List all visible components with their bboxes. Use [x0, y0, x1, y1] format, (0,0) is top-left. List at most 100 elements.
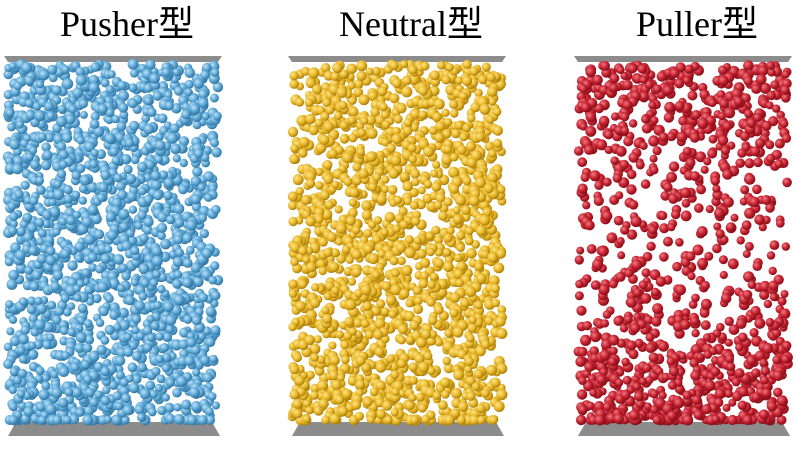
particle — [619, 324, 629, 333]
particle — [61, 65, 70, 74]
particle — [90, 62, 101, 72]
particle — [666, 171, 677, 183]
particle — [659, 252, 669, 262]
particle — [441, 108, 450, 117]
particle — [8, 402, 18, 412]
particle — [481, 62, 491, 72]
particle — [646, 241, 656, 251]
particle — [128, 205, 138, 214]
particle — [166, 132, 178, 144]
panel-pusher: Pusher型 — [2, 0, 252, 472]
particle — [62, 415, 72, 425]
particle — [302, 255, 311, 264]
particle — [758, 223, 767, 232]
particle — [423, 146, 435, 158]
particle — [323, 173, 334, 185]
particle — [413, 296, 423, 306]
particle — [339, 120, 349, 130]
particle — [766, 251, 776, 260]
particle — [52, 270, 64, 281]
particle — [302, 399, 311, 408]
particle — [474, 262, 484, 271]
particle — [650, 405, 659, 414]
particle — [476, 403, 486, 414]
particle — [65, 114, 76, 125]
particle — [59, 326, 69, 335]
particle — [734, 368, 745, 379]
particle — [61, 351, 70, 360]
particle — [590, 280, 601, 290]
particle — [12, 155, 24, 167]
particle — [50, 370, 59, 379]
particle — [615, 271, 626, 282]
particle — [751, 368, 761, 378]
particle — [3, 69, 14, 80]
particle — [127, 58, 139, 70]
particle — [404, 247, 416, 259]
particle — [727, 258, 739, 270]
particle — [174, 218, 185, 228]
particle — [718, 255, 728, 265]
particle — [34, 217, 45, 228]
particle — [353, 87, 364, 98]
particle — [448, 166, 460, 178]
particle — [682, 146, 692, 156]
particle — [399, 220, 409, 230]
particle — [318, 266, 327, 276]
particle — [602, 310, 612, 319]
particle — [623, 136, 634, 147]
particle — [628, 152, 639, 163]
particle — [491, 298, 500, 308]
particle — [4, 257, 14, 267]
particle — [592, 74, 603, 86]
particle — [9, 367, 19, 376]
particle — [577, 346, 588, 357]
particle — [462, 59, 472, 69]
particle — [641, 123, 652, 134]
particle — [334, 205, 343, 214]
particle — [431, 225, 441, 235]
particle — [155, 332, 165, 341]
particle — [27, 349, 39, 360]
particle — [714, 207, 725, 219]
particle — [381, 175, 390, 184]
particle-simulation-puller — [573, 56, 793, 436]
particle — [189, 387, 200, 398]
particle — [409, 187, 419, 198]
particle — [118, 102, 129, 113]
particle — [756, 74, 767, 85]
particle — [294, 375, 305, 386]
particle — [198, 89, 209, 100]
particle — [694, 203, 704, 213]
particle — [432, 160, 441, 169]
particle — [401, 86, 413, 98]
particle — [287, 191, 298, 202]
particle — [464, 226, 474, 236]
particle — [389, 93, 400, 104]
particle — [305, 216, 316, 227]
particle — [365, 67, 374, 76]
particle — [638, 377, 647, 386]
particle — [578, 376, 587, 386]
particle — [381, 281, 392, 291]
particle — [635, 160, 645, 170]
particle — [624, 268, 634, 278]
particle — [35, 80, 45, 89]
particle — [352, 162, 362, 172]
particle — [95, 318, 105, 328]
particle — [200, 355, 210, 366]
particle — [96, 193, 106, 203]
particle — [83, 319, 93, 328]
particle — [124, 138, 135, 148]
particle — [192, 120, 202, 130]
particle — [580, 172, 590, 182]
particle — [663, 236, 673, 247]
particle — [465, 141, 477, 152]
particle — [184, 88, 193, 97]
particle — [776, 395, 788, 407]
particle — [343, 177, 353, 187]
particle — [690, 370, 701, 381]
particle — [157, 113, 168, 124]
particle — [443, 197, 453, 207]
particle — [397, 335, 407, 345]
